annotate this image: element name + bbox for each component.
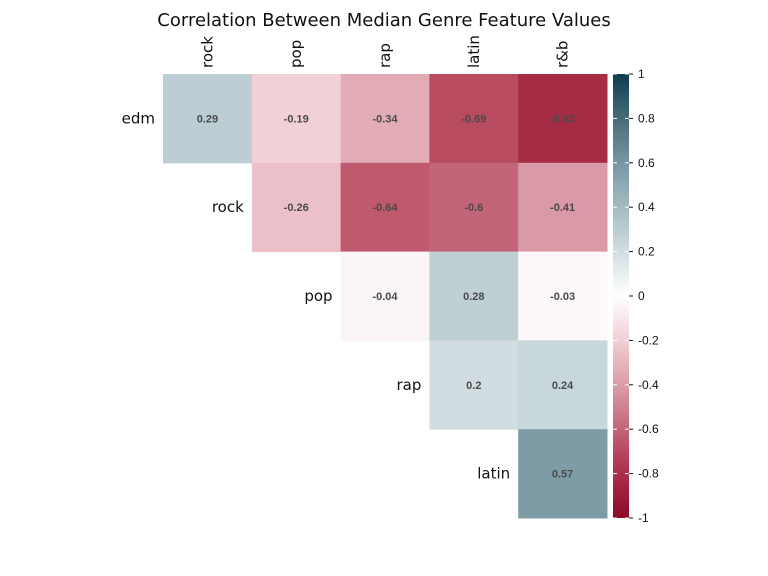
colorbar-tick-label: 0.2: [638, 245, 655, 259]
heatmap-cell-rock-latin: [429, 162, 519, 253]
heatmap-cell-rock-rap: [340, 162, 430, 253]
colorbar-tick-label: 1: [638, 67, 645, 81]
heatmap-cell-edm-rap: [340, 74, 430, 164]
heatmap-axis-labels: edm rock pop rap latin rock pop rap latin r&b: [122, 35, 572, 483]
colorbar-tick-label: 0: [638, 289, 645, 303]
colorbar-tick-label: -0.6: [638, 422, 659, 436]
heatmap-cell-pop-rap: [340, 251, 430, 341]
row-label-edm: edm: [122, 109, 155, 127]
row-label-pop: pop: [304, 287, 332, 305]
col-label-randb: r&b: [554, 41, 572, 68]
col-label-rock: rock: [198, 36, 216, 68]
cell-value-label: -0.83: [550, 113, 575, 125]
cell-value-label: -0.03: [550, 291, 575, 303]
heatmap-cell-pop-randb: [518, 251, 608, 341]
colorbar-tick-label: -0.2: [638, 333, 659, 347]
heatmap-cell-edm-randb: [518, 74, 608, 164]
cell-value-label: 0.2: [466, 380, 481, 392]
row-label-rock: rock: [212, 198, 244, 216]
cell-value-label: -0.04: [372, 291, 398, 303]
colorbar-tick-label: -0.4: [638, 378, 659, 392]
heatmap-cell-latin-randb: [518, 429, 608, 519]
chart-title: Correlation Between Median Genre Feature…: [157, 10, 610, 31]
colorbar-tick-label: 0.4: [638, 200, 655, 214]
cell-value-label: -0.64: [372, 202, 398, 214]
cell-value-label: 0.24: [552, 380, 574, 392]
cell-value-label: -0.41: [550, 202, 575, 214]
heatmap-cell-edm-pop: [251, 74, 342, 164]
cell-value-label: 0.57: [552, 469, 573, 481]
cell-value-label: -0.34: [372, 113, 398, 125]
heatmap-cell-rap-latin: [429, 340, 519, 430]
col-label-rap: rap: [376, 43, 394, 68]
cell-value-label: -0.6: [464, 202, 483, 214]
heatmap-cell-edm-latin: [429, 74, 519, 164]
heatmap-cell-rock-pop: [251, 162, 342, 253]
row-label-rap: rap: [397, 376, 422, 394]
cell-value-label: 0.29: [197, 113, 218, 125]
cell-value-label: -0.19: [284, 113, 309, 125]
col-label-latin: latin: [465, 35, 483, 68]
heatmap-cell-pop-latin: [429, 251, 519, 341]
colorbar-tick-label: 0.8: [638, 111, 655, 125]
heatmap-cell-rap-randb: [518, 340, 608, 430]
cell-value-label: -0.69: [461, 113, 486, 125]
heatmap-cell-rock-randb: [518, 162, 608, 253]
colorbar: 1 0.8 0.6 0.4 0.2 0 -0.2 -0.4 -0.6 -0.8 -1: [613, 67, 659, 525]
colorbar-gradient: [613, 74, 629, 518]
heatmap-cells: 0.29 -0.19 -0.34 -0.69 -0.83 -0.26 -0.64 -0.6 -0…: [163, 74, 608, 519]
cell-value-label: -0.26: [284, 202, 309, 214]
col-label-pop: pop: [287, 40, 305, 68]
heatmap-cell-edm-rock: [163, 74, 253, 164]
colorbar-tick-label: -1: [638, 511, 649, 525]
colorbar-tick-label: 0.6: [638, 156, 655, 170]
cell-value-label: 0.28: [463, 291, 484, 303]
colorbar-tick-label: -0.8: [638, 467, 659, 481]
row-label-latin: latin: [477, 465, 510, 483]
